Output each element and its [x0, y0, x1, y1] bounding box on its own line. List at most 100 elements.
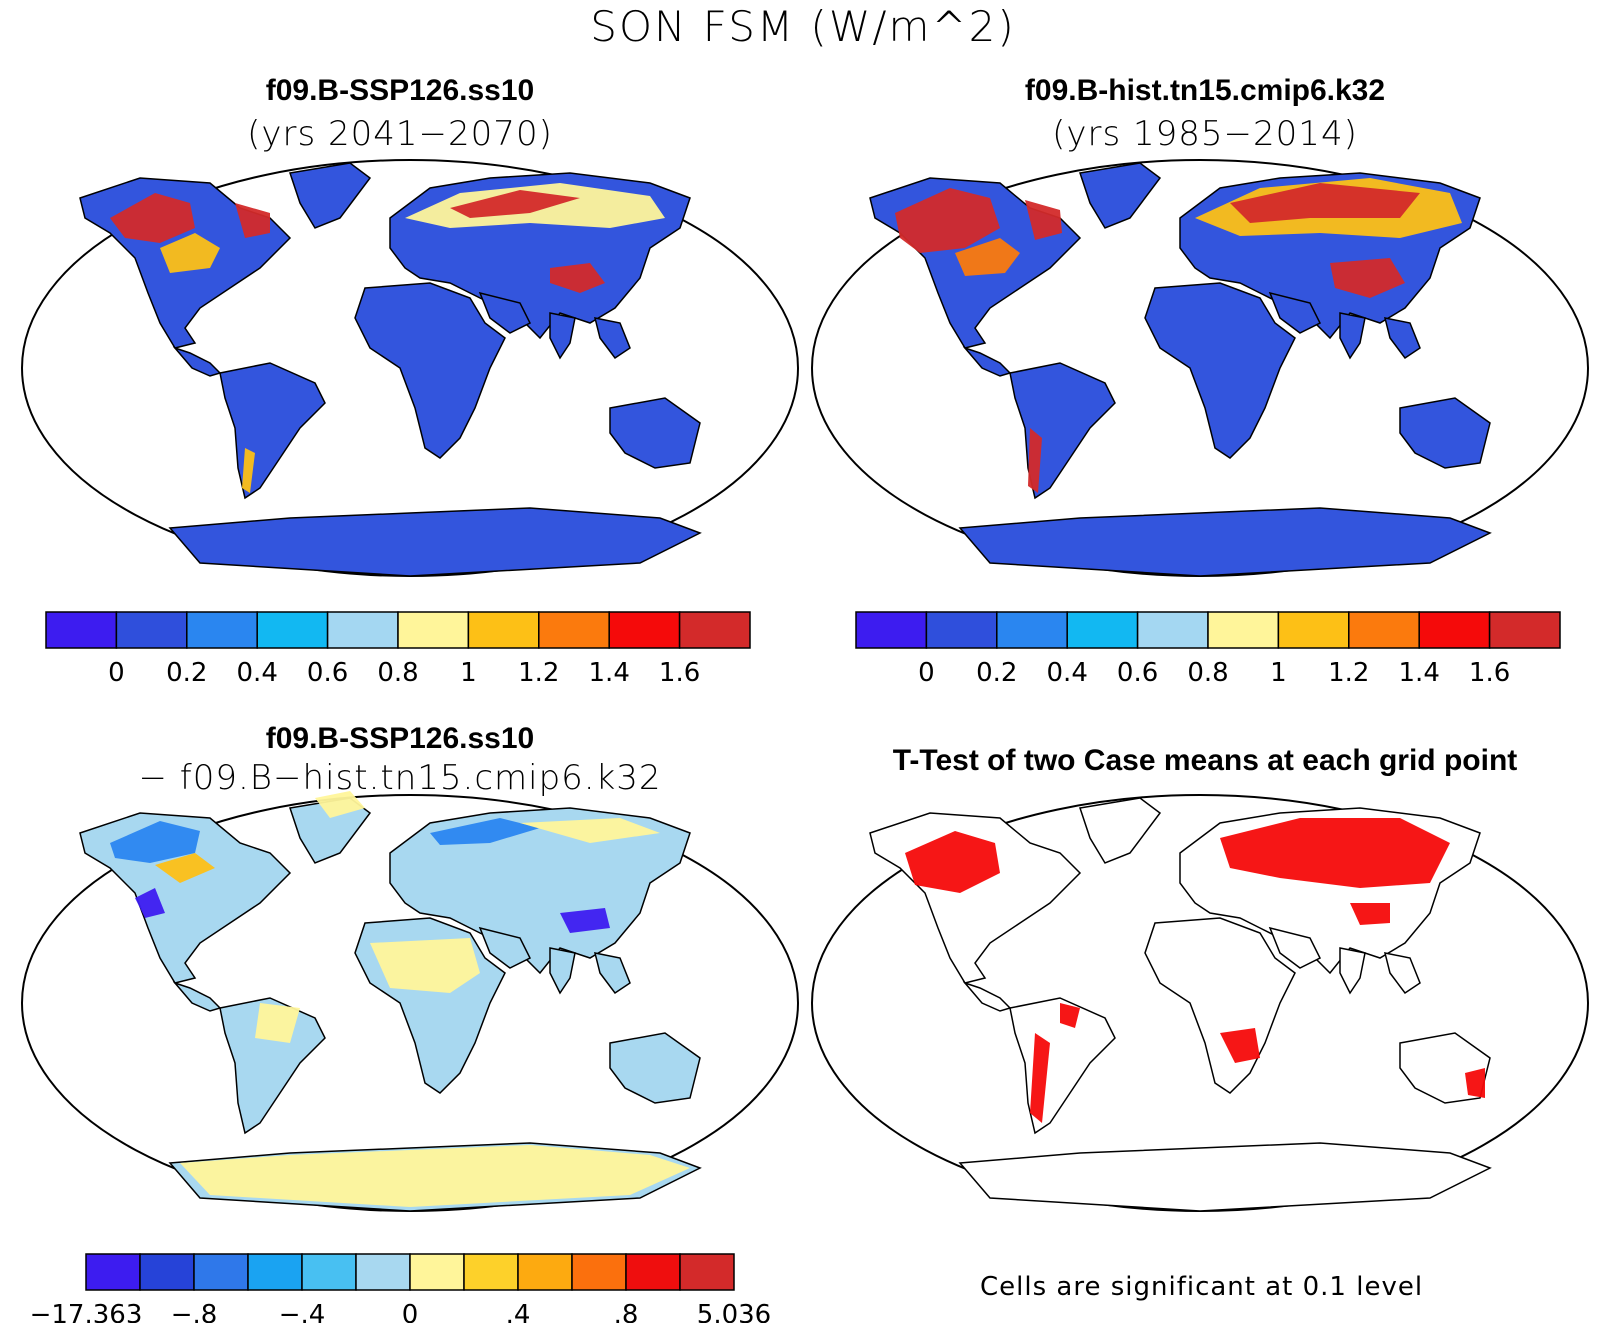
colorbar-tick-label: 1.6 — [659, 658, 700, 688]
field-patch-1 — [110, 821, 200, 863]
field-patch-3 — [235, 203, 270, 238]
colorbar-swatch-8 — [1348, 611, 1420, 649]
difference-patches — [110, 791, 690, 1207]
colorbar-swatch-5 — [326, 611, 399, 649]
significance-note: Cells are significant at 0.1 level — [980, 1272, 1424, 1302]
colorbar-swatch-2 — [925, 611, 998, 649]
colorbar-tick-label: 1.4 — [589, 658, 630, 688]
land-southeast-asia — [593, 317, 631, 360]
field-patch-2 — [1220, 818, 1450, 888]
colorbar-swatch-10 — [678, 611, 751, 649]
colorbar-swatch-5 — [1136, 611, 1209, 649]
field-patch-7 — [242, 448, 255, 493]
land-arabia — [1268, 926, 1322, 969]
colorbar-tick-label: −17.363 — [30, 1300, 143, 1323]
land-antarctica — [958, 1142, 1492, 1212]
colorbar-tick-label: 1.6 — [1469, 658, 1510, 688]
panel-3-subtitle: − f09.B−hist.tn15.cmip6.k32 — [138, 758, 662, 798]
field-patch-1 — [110, 193, 195, 243]
colorbar-swatch-9 — [517, 1253, 573, 1291]
colorbar-swatch-10 — [571, 1253, 627, 1291]
field-patch-3 — [135, 888, 165, 918]
colorbar-swatch-8 — [538, 611, 610, 649]
colorbar-swatch-7 — [409, 1253, 465, 1291]
land-india — [549, 312, 576, 360]
field-patch-10 — [180, 1145, 690, 1207]
colorbar-swatch-12 — [679, 1253, 735, 1291]
colorbar-swatch-6 — [355, 1253, 411, 1291]
colorbar-swatch-3 — [193, 1253, 249, 1291]
land-india — [549, 947, 576, 995]
colorbar-tick-label: 0 — [402, 1300, 419, 1323]
field-patch-5 — [1030, 1033, 1050, 1123]
land-southeast-asia — [1383, 317, 1421, 360]
snowmelt-hotspots — [895, 178, 1462, 493]
colorbar-swatch-9 — [608, 611, 681, 649]
field-patch-6 — [1330, 258, 1405, 298]
field-patch-4 — [1220, 1028, 1260, 1063]
field-patch-2 — [160, 233, 220, 273]
land-india — [1339, 947, 1366, 995]
colorbar-swatch-3 — [996, 611, 1068, 649]
land-australia — [1399, 397, 1491, 469]
colorbar-swatch-4 — [256, 611, 329, 649]
land-antarctica — [168, 507, 702, 577]
colorbar-tick-label: 0.2 — [166, 658, 207, 688]
field-patch-5 — [450, 190, 580, 218]
land-arabia — [1268, 291, 1322, 334]
field-patch-5 — [430, 818, 540, 845]
snowmelt-hotspots — [110, 183, 665, 493]
panel-1-subtitle: (yrs 2041−2070) — [247, 114, 553, 154]
colorbar-tick-label: 1.4 — [1399, 658, 1440, 688]
colorbar-swatch-6 — [397, 611, 470, 649]
field-patch-2 — [155, 853, 215, 883]
colorbar-swatch-4 — [1066, 611, 1139, 649]
colorbar-tick-label: 1 — [460, 658, 477, 688]
land-southeast-asia — [1383, 952, 1421, 995]
land-masses — [869, 797, 1492, 1212]
colorbar-tick-label: 1.2 — [1328, 658, 1369, 688]
land-australia — [609, 397, 701, 469]
colorbar-swatch-1 — [855, 611, 928, 649]
land-africa — [354, 282, 506, 459]
panel-4-title: T-Test of two Case means at each grid po… — [892, 744, 1518, 777]
colorbar-tick-label: 1.2 — [518, 658, 559, 688]
colorbar-swatch-8 — [463, 1253, 519, 1291]
colorbar-swatch-9 — [1418, 611, 1491, 649]
colorbar-tick-label: .4 — [506, 1300, 531, 1323]
land-south-america — [219, 997, 326, 1135]
colorbar-tick-label: −.4 — [279, 1300, 326, 1323]
colorbar-tick-label: 0 — [918, 658, 935, 688]
panel-2-subtitle: (yrs 1985−2014) — [1052, 114, 1358, 154]
colorbar-tick-label: 1 — [1270, 658, 1287, 688]
field-patch-1 — [895, 188, 1000, 253]
field-patch-5 — [1230, 183, 1420, 223]
colorbar-tick-label: 5.036 — [697, 1300, 771, 1323]
land-australia — [609, 1032, 701, 1104]
panel-3-title: f09.B-SSP126.ss10 — [265, 722, 535, 755]
field-patch-6 — [1060, 1003, 1080, 1028]
panel-1-title: f09.B-SSP126.ss10 — [265, 74, 535, 107]
colorbar-tick-label: −.8 — [171, 1300, 218, 1323]
field-patch-3 — [1025, 200, 1062, 240]
colorbar-tick-label: 0.2 — [976, 658, 1017, 688]
field-patch-3 — [1350, 903, 1390, 925]
land-greenland — [1079, 162, 1162, 229]
field-patch-7 — [1465, 1068, 1485, 1098]
colorbar-swatch-3 — [186, 611, 258, 649]
colorbar-swatch-11 — [625, 1253, 681, 1291]
field-patch-1 — [905, 831, 1000, 893]
land-southeast-asia — [593, 952, 631, 995]
land-greenland — [289, 162, 372, 229]
land-africa — [1144, 282, 1296, 459]
colorbar-swatch-2 — [139, 1253, 195, 1291]
land-antarctica — [958, 507, 1492, 577]
colorbar-swatch-7 — [467, 611, 540, 649]
field-patch-7 — [560, 908, 610, 933]
colorbar-swatch-7 — [1277, 611, 1350, 649]
significant-cells — [905, 818, 1485, 1123]
colorbar-swatch-6 — [1207, 611, 1280, 649]
land-greenland — [1079, 797, 1162, 864]
figure-title: SON FSM (W/m^2) — [590, 2, 1016, 51]
colorbar-tick-label: 0.6 — [307, 658, 348, 688]
